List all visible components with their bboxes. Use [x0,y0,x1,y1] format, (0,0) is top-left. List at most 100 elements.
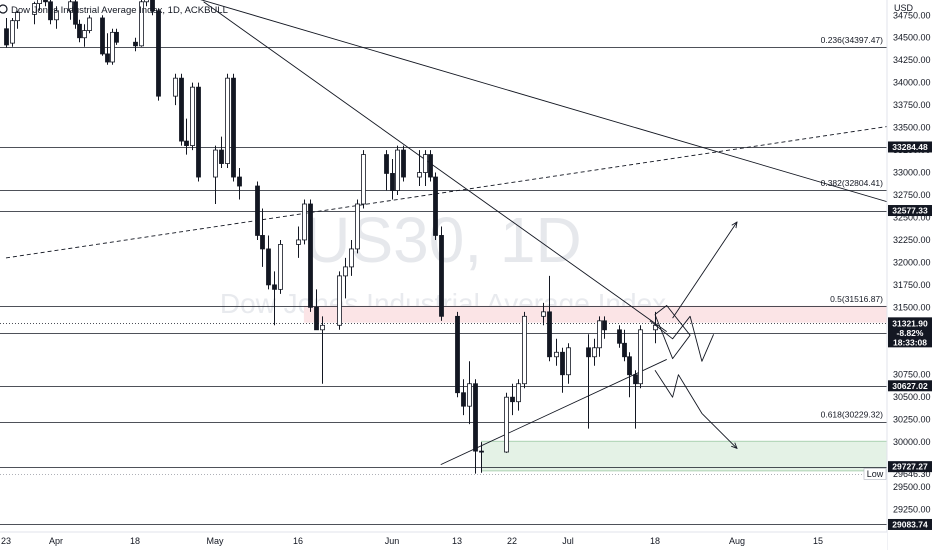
candle [314,289,319,331]
candle-body-down [314,306,319,331]
currency-label: USD [894,3,914,13]
candle-body-down [602,320,607,331]
candle [602,316,607,339]
projection-arrow [654,369,737,448]
x-tick-label: 13 [452,536,462,546]
candle-body-down [114,31,119,43]
candle-body-down [428,154,433,178]
y-tick-label: 34250.00 [893,55,931,65]
candle-body-down [461,392,466,407]
x-tick-label: 18 [650,536,660,546]
candle [433,172,438,240]
candle [32,1,37,25]
candle-body-up [139,1,144,47]
candle [37,0,42,11]
candle-body-down [100,17,105,55]
candle-body-up [349,248,354,268]
y-tick-label: 32500.00 [893,212,931,222]
x-tick-label: May [206,536,224,546]
candle-body-down [196,86,201,178]
y-tick-label: 32000.00 [893,257,931,267]
x-tick-label: Apr [49,536,63,546]
candle [231,73,236,182]
candle-body-down [260,235,265,250]
projection-layer [649,222,737,448]
candle-body-up [597,320,602,349]
last-price-text: 31321.90 [892,318,928,328]
y-tick-label: 31750.00 [893,280,931,290]
candle-body-up [144,0,149,3]
trendline [203,1,667,332]
candle-body-down [627,356,632,376]
candle-body-down [184,140,189,146]
candle [516,379,521,411]
level-price-box [888,205,932,217]
candle [627,352,632,398]
time-axis[interactable]: 23 Apr 18 May 16 Jun 13 22 Jul 18 Aug 15 [0,531,887,550]
y-tick-label: 32750.00 [893,190,931,200]
candle-body-up [37,0,42,4]
level-price-box [888,518,932,530]
candle [266,235,271,290]
y-tick-label: 32250.00 [893,235,931,245]
candle [479,442,484,473]
candle-body-up [337,275,342,326]
candle-body-down [179,77,184,142]
candle [54,6,59,29]
fib-level-label: 0.382(32804.41) [821,178,884,188]
candle-body-up [417,172,422,178]
candle-body-up [522,315,527,385]
level-price-text: 30627.02 [892,381,928,391]
candle [139,0,144,47]
candle [144,0,149,7]
chart-title: Dow Jones Industrial Average Index, 1D, … [11,5,228,16]
candle-body-down [255,185,260,236]
candle-body-down [73,1,78,25]
candle [355,199,360,254]
candle [522,311,527,389]
candle-body-up [592,347,597,358]
candle [105,33,110,65]
candle [255,181,260,240]
x-tick-label: 15 [813,536,823,546]
price-axis[interactable]: USD 34750.00 34500.00 34250.00 34000.00 3375… [863,0,932,550]
candle [384,150,389,191]
candle [260,208,265,267]
candle [349,239,354,276]
candle [73,0,78,29]
candle-body-up [68,1,73,12]
y-tick-label: 30000.00 [893,437,931,447]
candle-body-down [48,1,53,21]
y-tick-label: 29500.00 [893,482,931,492]
candle [173,73,178,106]
candle [133,37,138,52]
candle [592,338,597,366]
candle-body-down [433,176,438,236]
dashed-trendline [5,126,887,259]
candle [15,10,20,29]
candle [184,118,189,155]
candle-body-up [15,12,20,22]
time-axis-background [0,532,887,550]
candle-body-down [439,235,444,317]
level-price-box [888,461,932,473]
low-label-box [863,468,887,480]
supply-zone [303,305,887,323]
symbol-logo-icon [0,4,8,14]
zones-layer [303,305,887,472]
candle [225,73,230,169]
candle-body-down [105,53,110,63]
candle-body-down [390,173,395,191]
candle-body-down [219,149,224,164]
last-price-box [888,317,932,348]
candle-body-down [77,23,82,39]
candles-layer [4,0,658,474]
candle-body-down [272,284,277,290]
demand-zone [481,440,887,472]
x-tick-label: Aug [729,536,745,546]
candle-body-up [173,77,178,97]
level-price-text: 29727.27 [892,462,928,472]
candle-body-down [150,0,155,12]
candle-body-up [343,266,348,277]
